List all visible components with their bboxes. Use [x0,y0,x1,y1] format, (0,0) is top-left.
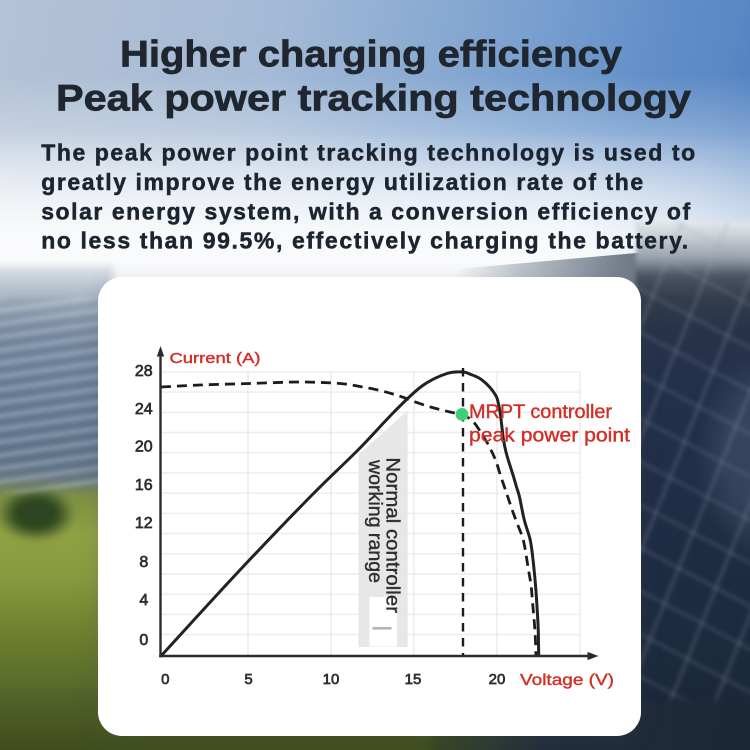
svg-text:MRPT controller: MRPT controller [469,402,613,423]
svg-text:5: 5 [244,671,252,688]
svg-text:no less than 99.5%, effectivel: no less than 99.5%, effectively charging… [41,228,688,254]
svg-text:solar energy system, with a co: solar energy system, with a conversion e… [41,198,690,224]
svg-text:12: 12 [135,515,153,532]
svg-text:28: 28 [135,363,153,380]
svg-text:The peak power point tracking: The peak power point tracking technology… [41,140,695,166]
svg-text:16: 16 [135,477,153,494]
svg-text:15: 15 [405,671,422,688]
svg-text:0: 0 [139,632,148,649]
svg-text:peak power point: peak power point [469,426,631,447]
svg-text:24: 24 [135,401,153,418]
svg-text:Current (A): Current (A) [170,351,261,367]
svg-text:20: 20 [135,439,153,456]
svg-text:0: 0 [161,671,169,688]
svg-text:greatly improve the energy uti: greatly improve the energy utilization r… [41,169,643,195]
svg-text:Peak power tracking technology: Peak power tracking technology [56,78,691,119]
svg-text:4: 4 [139,592,148,609]
svg-text:20: 20 [489,671,506,688]
svg-text:8: 8 [139,554,148,571]
svg-text:working range: working range [364,459,385,583]
svg-text:10: 10 [323,671,340,688]
svg-text:Voltage (V): Voltage (V) [520,672,614,689]
svg-text:Normal controller: Normal controller [382,457,403,613]
svg-text:Higher charging efficiency: Higher charging efficiency [120,34,622,75]
